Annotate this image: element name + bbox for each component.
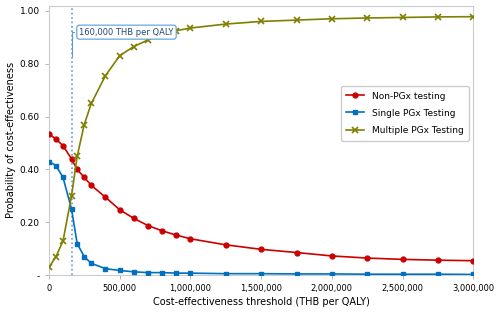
Single PGx Testing: [68, 207, 74, 211]
Non-PGx testing: [88, 183, 94, 187]
Y-axis label: Probability of cost-effectiveness: Probability of cost-effectiveness: [6, 62, 16, 218]
Non-PGx testing: [470, 259, 476, 263]
Single PGx Testing: [435, 272, 441, 276]
Non-PGx testing: [400, 258, 406, 261]
Non-PGx testing: [329, 254, 335, 258]
Single PGx Testing: [294, 272, 300, 276]
Multiple PGx Testing: [173, 29, 179, 33]
Legend: Non-PGx testing, Single PGx Testing, Multiple PGx Testing: Non-PGx testing, Single PGx Testing, Mul…: [341, 86, 469, 141]
Non-PGx testing: [102, 195, 108, 199]
Non-PGx testing: [223, 243, 229, 247]
Non-PGx testing: [46, 132, 52, 136]
Non-PGx testing: [258, 248, 264, 251]
Multiple PGx Testing: [131, 45, 137, 49]
Multiple PGx Testing: [74, 154, 80, 158]
Single PGx Testing: [116, 269, 122, 272]
Single PGx Testing: [329, 272, 335, 276]
Multiple PGx Testing: [188, 26, 194, 30]
Single PGx Testing: [88, 261, 94, 265]
Single PGx Testing: [258, 272, 264, 275]
Multiple PGx Testing: [53, 255, 59, 259]
Multiple PGx Testing: [258, 19, 264, 23]
Non-PGx testing: [188, 237, 194, 241]
Non-PGx testing: [131, 217, 137, 220]
Single PGx Testing: [145, 271, 151, 275]
Non-PGx testing: [364, 256, 370, 260]
Multiple PGx Testing: [223, 22, 229, 26]
Multiple PGx Testing: [60, 239, 66, 243]
Single PGx Testing: [82, 255, 87, 259]
Single PGx Testing: [159, 271, 165, 275]
Multiple PGx Testing: [435, 15, 441, 19]
Non-PGx testing: [116, 208, 122, 212]
Single PGx Testing: [46, 160, 52, 163]
Single PGx Testing: [364, 272, 370, 276]
Non-PGx testing: [159, 229, 165, 233]
Line: Non-PGx testing: Non-PGx testing: [46, 131, 476, 263]
Line: Single PGx Testing: Single PGx Testing: [46, 159, 476, 277]
Single PGx Testing: [470, 273, 476, 276]
Multiple PGx Testing: [400, 16, 406, 19]
Text: 160,000 THB per QALY: 160,000 THB per QALY: [72, 28, 174, 56]
Multiple PGx Testing: [88, 101, 94, 105]
Non-PGx testing: [294, 251, 300, 254]
Multiple PGx Testing: [46, 265, 52, 269]
Multiple PGx Testing: [68, 194, 74, 198]
Single PGx Testing: [173, 271, 179, 275]
Non-PGx testing: [60, 144, 66, 147]
Single PGx Testing: [53, 164, 59, 167]
Non-PGx testing: [53, 137, 59, 141]
Multiple PGx Testing: [294, 18, 300, 22]
Multiple PGx Testing: [116, 54, 122, 58]
Non-PGx testing: [145, 224, 151, 228]
Single PGx Testing: [74, 242, 80, 245]
Multiple PGx Testing: [159, 31, 165, 35]
Multiple PGx Testing: [329, 17, 335, 21]
Non-PGx testing: [68, 157, 74, 161]
Single PGx Testing: [102, 267, 108, 270]
Multiple PGx Testing: [102, 74, 108, 78]
Non-PGx testing: [435, 258, 441, 262]
Single PGx Testing: [131, 270, 137, 274]
Non-PGx testing: [82, 176, 87, 179]
Line: Multiple PGx Testing: Multiple PGx Testing: [46, 13, 476, 270]
Single PGx Testing: [400, 272, 406, 276]
X-axis label: Cost-effectiveness threshold (THB per QALY): Cost-effectiveness threshold (THB per QA…: [152, 297, 370, 307]
Non-PGx testing: [74, 167, 80, 171]
Single PGx Testing: [223, 272, 229, 275]
Single PGx Testing: [60, 176, 66, 179]
Single PGx Testing: [188, 271, 194, 275]
Multiple PGx Testing: [470, 15, 476, 18]
Non-PGx testing: [173, 233, 179, 237]
Multiple PGx Testing: [364, 16, 370, 20]
Multiple PGx Testing: [145, 38, 151, 42]
Multiple PGx Testing: [82, 123, 87, 126]
